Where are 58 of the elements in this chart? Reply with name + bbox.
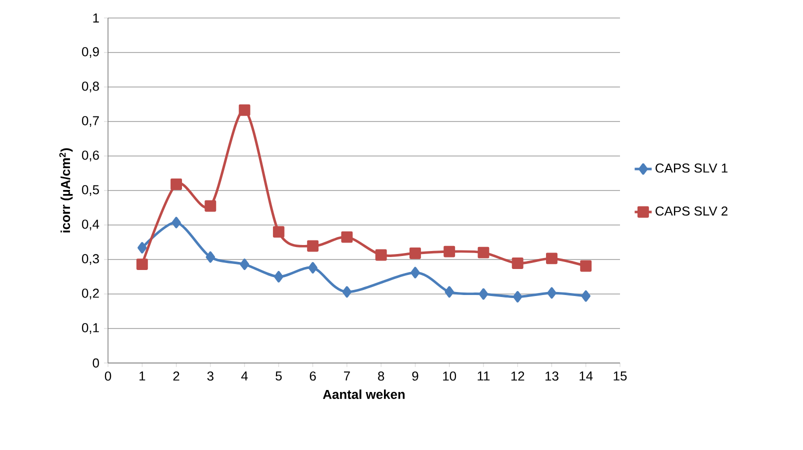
y-tick-label: 0,2 bbox=[82, 288, 99, 300]
y-tick-label: 0,6 bbox=[82, 150, 99, 162]
x-tick-label: 14 bbox=[580, 372, 593, 380]
point bbox=[513, 291, 522, 302]
y-tick-label: 0,3 bbox=[82, 254, 99, 265]
x-tick-label: 0 bbox=[104, 371, 112, 381]
y-tick-label: 0,5 bbox=[82, 185, 99, 196]
point bbox=[581, 290, 590, 302]
x-tick-label: 11 bbox=[478, 372, 490, 380]
x-tick-label: 1 bbox=[140, 372, 146, 380]
y-tick-label: 0 bbox=[92, 358, 99, 368]
y-tick-label: 0,4 bbox=[82, 220, 100, 230]
x-tick-label: 15 bbox=[614, 372, 627, 381]
point bbox=[410, 266, 420, 278]
point bbox=[342, 286, 352, 298]
point bbox=[409, 248, 421, 260]
point bbox=[546, 252, 558, 264]
point bbox=[238, 104, 250, 116]
point bbox=[272, 226, 284, 238]
point bbox=[274, 271, 284, 282]
point bbox=[341, 231, 353, 243]
x-tick-label: 7 bbox=[344, 372, 350, 380]
x-tick-label: 6 bbox=[310, 371, 316, 381]
x-tick-label: 8 bbox=[378, 371, 384, 381]
y-tick-label: 0,7 bbox=[82, 116, 99, 127]
point bbox=[375, 249, 387, 261]
point bbox=[138, 242, 147, 254]
y-tick-label: 1 bbox=[93, 14, 99, 22]
x-tick-label: 12 bbox=[511, 371, 524, 381]
y-tick-label: 0,8 bbox=[82, 82, 99, 92]
point bbox=[580, 260, 592, 272]
x-tick-label: 13 bbox=[546, 371, 558, 381]
x-tick-label: 4 bbox=[241, 372, 248, 380]
y-axis-title: icorr (µA/cm$^{2}$) bbox=[59, 148, 73, 232]
x-tick-label: 3 bbox=[207, 371, 214, 381]
y-tick-label: 0,9 bbox=[82, 47, 99, 58]
point bbox=[240, 258, 250, 270]
x-tick-label: 5 bbox=[276, 372, 282, 381]
legend-label: CAPS SLV 1 bbox=[656, 164, 728, 173]
x-tick-label: 2 bbox=[173, 371, 180, 381]
point bbox=[307, 240, 319, 252]
point bbox=[444, 286, 454, 298]
point bbox=[444, 246, 456, 258]
point bbox=[206, 251, 216, 263]
x-tick-label: 10 bbox=[443, 371, 456, 381]
point bbox=[136, 258, 148, 270]
point bbox=[478, 288, 488, 300]
y-tick-label: 0,1 bbox=[82, 323, 99, 334]
legend-label: CAPS SLV 2 bbox=[656, 206, 728, 216]
point bbox=[512, 258, 524, 270]
point bbox=[170, 178, 182, 190]
point bbox=[478, 246, 490, 258]
x-axis-title: Aantal weken bbox=[322, 390, 405, 400]
point bbox=[308, 262, 318, 274]
point bbox=[204, 200, 216, 212]
x-tick-label: 9 bbox=[412, 371, 418, 381]
point bbox=[547, 287, 556, 299]
point bbox=[172, 216, 181, 228]
